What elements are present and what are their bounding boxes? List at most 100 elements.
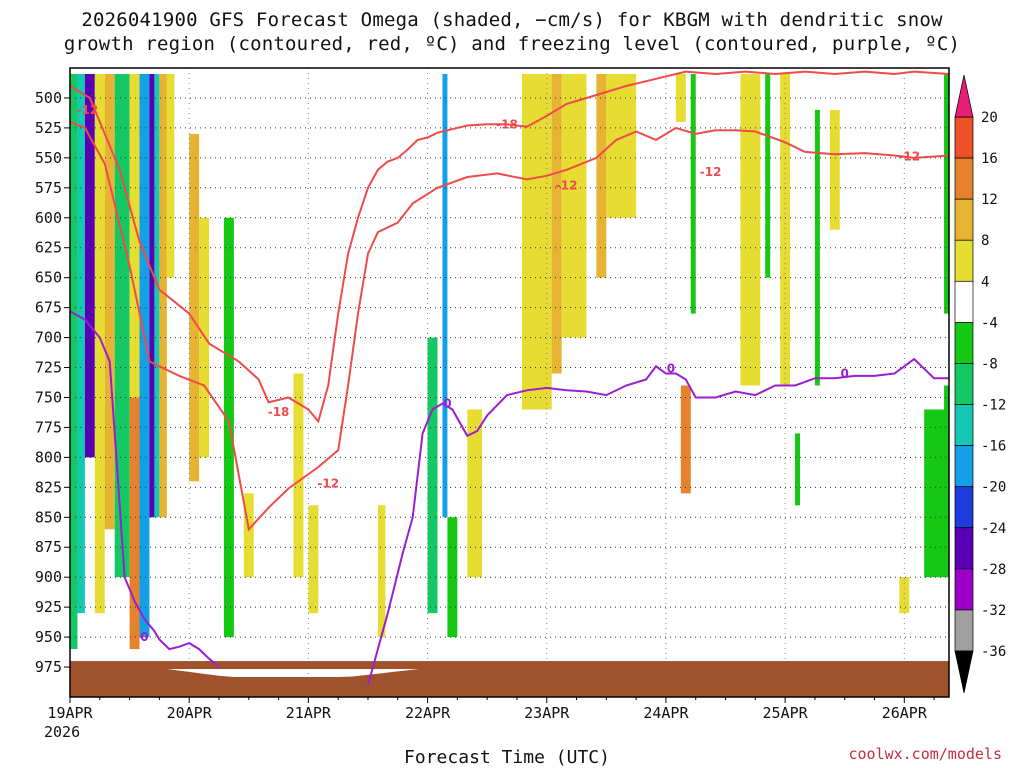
colorbar-label-2: 12 [981,192,998,208]
omega-cell-25 [551,73,562,374]
omega-cell-12 [166,73,175,278]
plot-frame [69,67,950,698]
y-tick-label-575: 575 [35,179,62,197]
colorbar-label-5: -4 [981,315,998,331]
colorbar-bin-2 [954,198,974,241]
contour-label-4: -12 [556,178,578,192]
contour-0C-b [367,357,949,686]
omega-cell-23 [467,409,483,578]
omega-cell-27 [596,73,607,278]
colorbar-label-8: -16 [981,439,1006,455]
contour-label-3: -18 [496,117,518,131]
colorbar-bin-3 [954,239,974,282]
colorbar-bin-6 [954,363,974,405]
year-label: 2026 [44,723,81,741]
colorbar-label-3: 8 [981,233,989,249]
y-tick-label-500: 500 [35,89,62,107]
credit-link[interactable]: coolwx.com/models [848,745,1002,763]
omega-cell-22 [447,517,458,638]
omega-cell-11 [159,73,167,518]
contour-label-0: -12 [77,103,99,117]
colorbar-bin-9 [954,486,974,529]
colorbar-label-9: -20 [981,480,1006,496]
omega-cell-19 [377,505,386,638]
y-tick-label-675: 675 [35,299,62,317]
y-tick-label-825: 825 [35,478,62,496]
colorbar-bin-10 [954,527,974,570]
chart-title-line1: 2026041900 GFS Forecast Omega (shaded, −… [81,9,943,31]
y-tick-label-900: 900 [35,568,62,586]
colorbar-bin-0 [954,116,974,159]
omega-cell-21 [442,73,448,518]
omega-cell-10 [154,73,160,518]
colorbar-bin-5 [954,322,974,364]
omega-cell-30 [680,385,691,494]
omega-cell-0 [70,73,78,650]
contour--18C [69,70,950,424]
colorbar-label-6: -8 [981,356,998,372]
contour-label-6: -12 [898,150,920,164]
omega-cell-33 [765,73,771,278]
colorbar-under-arrow [954,650,974,694]
contour-label-5: -12 [700,165,722,179]
colorbar-label-1: 16 [981,151,998,167]
colorbar-label-12: -32 [981,603,1006,619]
y-tick-label-875: 875 [35,538,62,556]
colorbar-bin-1 [954,157,974,200]
contour--12C [69,120,950,532]
omega-cell-1 [77,73,85,614]
x-tick-label-21APR: 21APR [286,704,332,722]
omega-cell-5 [114,73,130,578]
y-tick-label-700: 700 [35,329,62,347]
y-tick-label-550: 550 [35,149,62,167]
omega-cell-6 [129,73,140,398]
colorbar-bin-8 [954,445,974,488]
y-tick-label-725: 725 [35,359,62,377]
omega-cell-9 [149,73,155,518]
colorbar-label-11: -28 [981,562,1006,578]
omega-cell-37 [829,109,840,230]
y-tick-label-800: 800 [35,448,62,466]
y-tick-label-750: 750 [35,388,62,406]
colorbar-bin-7 [954,404,974,446]
y-tick-label-950: 950 [35,628,62,646]
omega-cell-41 [944,385,949,458]
x-tick-label-20APR: 20APR [167,704,213,722]
omega-cell-36 [814,109,820,386]
omega-cell-38 [899,577,910,614]
y-tick-label-625: 625 [35,239,62,257]
colorbar-label-0: 20 [981,110,998,126]
omega-cell-13 [189,133,200,482]
x-tick-label-26APR: 26APR [882,704,928,722]
terrain-surface [70,668,949,697]
omega-cell-18 [308,505,319,614]
omega-cell-34 [780,73,791,386]
omega-cell-7 [129,397,140,650]
colorbar-label-10: -24 [981,521,1006,537]
omega-cell-26 [561,73,587,338]
colorbar-label-4: 4 [981,274,989,290]
x-tick-label-24APR: 24APR [643,704,689,722]
omega-cell-28 [606,73,637,218]
x-tick-label-25APR: 25APR [763,704,809,722]
contour-label-10: 0 [841,367,849,381]
y-tick-label-975: 975 [35,658,62,676]
omega-cell-39 [944,73,949,314]
colorbar-bin-12 [954,609,974,652]
omega-cell-20 [427,337,438,614]
contour-label-1: -18 [268,405,290,419]
x-tick-label-19APR: 19APR [47,704,93,722]
contour-label-8: 0 [443,396,451,410]
colorbar-over-arrow [954,74,974,118]
y-tick-label-775: 775 [35,418,62,436]
omega-cell-31 [690,73,696,314]
y-tick-label-925: 925 [35,598,62,616]
omega-cell-32 [740,73,761,386]
omega-cell-35 [795,433,801,506]
colorbar-label-13: -36 [981,644,1006,660]
omega-cell-16 [243,493,254,578]
x-tick-label-22APR: 22APR [405,704,451,722]
omega-cell-8 [139,73,150,638]
omega-cell-17 [293,373,304,578]
